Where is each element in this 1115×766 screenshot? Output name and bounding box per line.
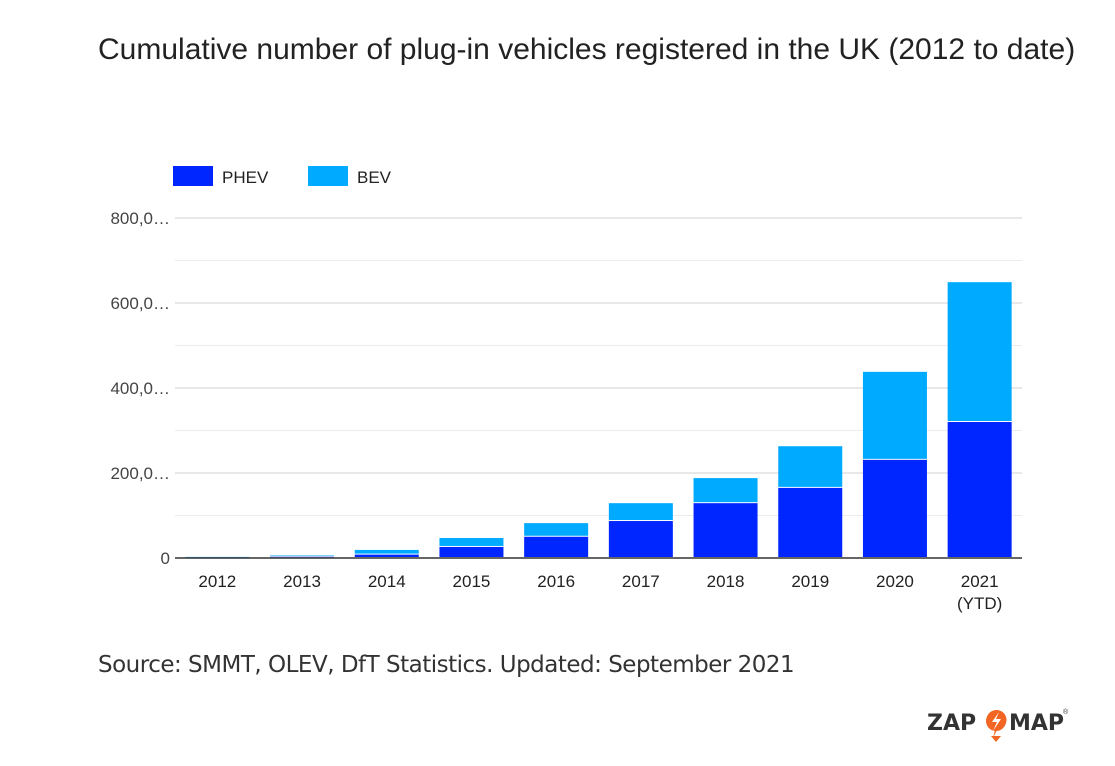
bar-phev-2020 bbox=[862, 459, 927, 557]
x-tick-label: 2017 bbox=[622, 572, 660, 591]
svg-text:MAP: MAP bbox=[1009, 711, 1064, 736]
svg-text:ZAP: ZAP bbox=[927, 711, 976, 736]
x-tick-label: 2012 bbox=[198, 572, 236, 591]
legend-label-phev: PHEV bbox=[222, 168, 269, 187]
bar-bev-2018 bbox=[693, 478, 758, 503]
legend-swatch-phev bbox=[173, 166, 213, 186]
x-tick-label: 2015 bbox=[453, 572, 491, 591]
bar-bev-2013 bbox=[270, 555, 335, 556]
x-tick-label: 2014 bbox=[368, 572, 406, 591]
y-tick-label: 200,0… bbox=[110, 464, 170, 483]
stacked-bar-chart: 0 200,0… 400,0… 600,0… 800,0… PHEV BEV 2012 2013… bbox=[110, 166, 1022, 613]
bar-bev-2021 bbox=[947, 282, 1012, 421]
y-tick-label: 400,0… bbox=[110, 379, 170, 398]
bar-phev-2013 bbox=[270, 556, 335, 558]
bar-phev-2016 bbox=[524, 536, 589, 557]
x-tick-label: 2021 bbox=[961, 572, 999, 591]
y-tick-label: 600,0… bbox=[110, 294, 170, 313]
bar-bev-2017 bbox=[608, 503, 673, 521]
bar-bev-2019 bbox=[778, 446, 843, 487]
bar-phev-2021 bbox=[947, 422, 1012, 557]
bar-phev-2014 bbox=[354, 554, 419, 557]
bar-phev-2015 bbox=[439, 546, 504, 557]
x-tick-label: 2018 bbox=[707, 572, 745, 591]
bar-phev-2017 bbox=[608, 521, 673, 557]
x-tick-label: 2016 bbox=[537, 572, 575, 591]
svg-text:®: ® bbox=[1063, 708, 1069, 716]
bar-phev-2019 bbox=[778, 487, 843, 557]
legend-label-bev: BEV bbox=[357, 168, 392, 187]
x-tick-label: (YTD) bbox=[957, 594, 1002, 613]
legend-swatch-bev bbox=[308, 166, 348, 186]
bar-phev-2018 bbox=[693, 503, 758, 557]
x-tick-label: 2020 bbox=[876, 572, 914, 591]
lightning-pin-icon bbox=[986, 710, 1007, 742]
bar-bev-2012 bbox=[185, 556, 250, 558]
x-tick-label: 2019 bbox=[791, 572, 829, 591]
x-tick-label: 2013 bbox=[283, 572, 321, 591]
bar-bev-2016 bbox=[524, 523, 589, 536]
y-tick-label: 800,0… bbox=[110, 209, 170, 228]
chart-title: Cumulative number of plug-in vehicles re… bbox=[98, 33, 1076, 66]
bar-bev-2020 bbox=[862, 371, 927, 459]
bar-bev-2014 bbox=[354, 549, 419, 554]
y-tick-label: 0 bbox=[161, 549, 170, 568]
bar-bev-2015 bbox=[439, 538, 504, 546]
source-note: Source: SMMT, OLEV, DfT Statistics. Upda… bbox=[98, 652, 795, 678]
zapmap-logo: ZAP MAP ® bbox=[927, 708, 1069, 742]
